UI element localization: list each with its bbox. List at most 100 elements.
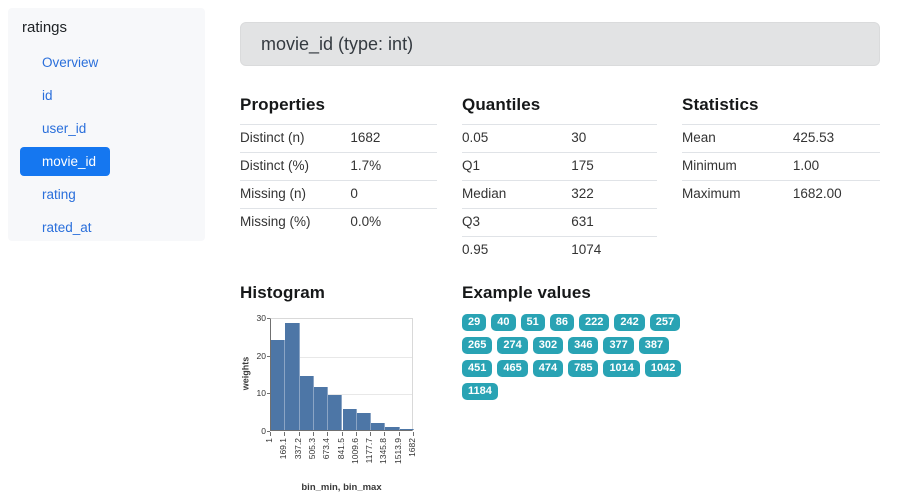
table-row: Q3 631 [462,208,657,236]
row-label: 0.05 [462,130,489,145]
x-axis-title: bin_min, bin_max [301,482,382,493]
table-row: Q1 175 [462,152,657,180]
x-tick-mark [284,432,286,436]
statistics-table: Mean 425.53 Minimum 1.00 Maximum 1682.00 [682,124,880,208]
properties-table: Distinct (n) 1682 Distinct (%) 1.7% Missing … [240,124,437,236]
example-value-badge: 377 [603,337,634,354]
example-value-badge: 474 [532,360,564,377]
example-value-badge: 346 [568,337,599,354]
example-value-badge: 86 [549,314,574,331]
example-values-list: 29 40 51 86 222 242 257 265 274 302 346 377 387 451 46… [462,314,688,400]
example-value-badge: 465 [497,360,528,377]
example-value-badge: 1184 [462,383,498,400]
sidebar-item-user-id[interactable]: user_id [42,121,87,136]
row-value: 1682 [350,130,381,145]
histogram-bar [285,322,300,430]
sidebar-item-movie-id[interactable]: movie_id [20,147,111,176]
y-tick-mark [267,393,270,395]
row-label: Missing (%) [240,214,311,229]
x-tick-label: 169.1 [278,438,289,460]
histogram-bar [385,426,400,430]
row-label: 0.95 [462,242,489,257]
example-value-badge: 387 [638,337,670,354]
y-tick-mark [267,431,270,432]
example-value-badge: 1014 [603,360,640,377]
table-row: Missing (%) 0.0% [240,208,437,236]
x-tick-label: 505.3 [306,438,317,460]
properties-section: Properties Distinct (n) 1682 Distinct (%) 1… [240,95,437,264]
example-value-badge: 40 [491,314,516,331]
x-tick-mark [355,432,357,436]
plot-area [270,318,414,431]
x-tick-label: 841.5 [335,438,346,460]
row-value: 1682.00 [792,186,842,201]
sidebar-item-id[interactable]: id [42,88,53,103]
example-value-badge: 222 [579,314,610,331]
histogram-bar [328,395,343,430]
histogram-bar [356,413,372,430]
statistics-section: Statistics Mean 425.53 Minimum 1.00 Maximum 1… [682,95,880,264]
y-tick-label: 20 [256,350,266,361]
x-tick-mark [270,432,271,436]
x-tick-label: 337.2 [292,438,303,460]
histogram-section: Histogram 0 10 20 30 1 169.1 337.2 505.3 673.4 84… [240,283,440,498]
table-row: Missing (n) 0 [240,180,437,208]
row-value: 0 [350,186,358,201]
row-label: Q3 [462,214,481,229]
y-axis-title: weights [240,356,251,391]
example-value-badge: 1042 [644,360,682,377]
row-value: 425.53 [792,130,835,145]
example-values-heading: Example values [462,283,591,302]
example-value-badge: 302 [532,337,564,354]
x-tick-mark [398,432,400,436]
x-tick-mark [341,432,343,436]
main-content: movie_id (type: int) Properties Distinct… [240,22,881,493]
page-title: movie_id (type: int) [261,33,414,54]
x-tick-mark [312,432,314,436]
page-header: movie_id (type: int) [240,22,880,66]
example-value-badge: 51 [520,314,545,331]
y-tick-label: 10 [256,388,266,399]
row-label: Distinct (%) [240,158,310,173]
quantiles-table: 0.05 30 Q1 175 Median 322 Q3 631 0.95 1074 [462,124,657,264]
row-label: Q1 [462,158,481,173]
sidebar-item-rated-at[interactable]: rated_at [42,220,92,235]
row-value: 30 [571,130,587,145]
row-value: 1.00 [792,158,820,173]
row-value: 1074 [571,242,602,257]
histogram-heading: Histogram [240,283,325,302]
x-tick-mark [384,432,386,436]
x-tick-mark [298,432,300,436]
row-label: Missing (n) [240,186,307,201]
sidebar-item-overview[interactable]: Overview [42,55,99,70]
sidebar-item-rating[interactable]: rating [42,187,76,202]
example-value-badge: 242 [614,314,645,331]
x-tick-mark [370,432,372,436]
example-value-badge: 265 [462,337,493,354]
histogram-bar [299,376,314,430]
table-row: Mean 425.53 [682,124,880,152]
x-tick-mark [327,432,329,436]
example-value-badge: 29 [462,314,487,331]
example-value-badge: 257 [649,314,681,331]
row-value: 322 [571,186,594,201]
gridline [271,356,412,358]
histogram-bar [399,428,414,430]
histogram-chart: 0 10 20 30 1 169.1 337.2 505.3 673.4 841.5 1009.6 1… [240,313,425,498]
table-row: 0.05 30 [462,124,657,152]
x-tick-label: 673.4 [321,438,332,460]
row-value: 1.7% [350,158,382,173]
x-tick-label: 1009.6 [349,438,360,464]
table-row: Minimum 1.00 [682,152,880,180]
example-value-badge: 785 [568,360,599,377]
row-label: Mean [682,130,716,145]
table-row: Median 322 [462,180,657,208]
quantiles-heading: Quantiles [462,95,541,114]
example-values-section: Example values 29 40 51 86 222 242 257 265 274 30… [462,283,692,400]
x-tick-label: 1 [264,438,274,443]
row-value: 0.0% [350,214,382,229]
x-tick-label: 1513.9 [392,438,403,464]
x-tick-mark [413,432,414,436]
table-row: 0.95 1074 [462,236,657,264]
